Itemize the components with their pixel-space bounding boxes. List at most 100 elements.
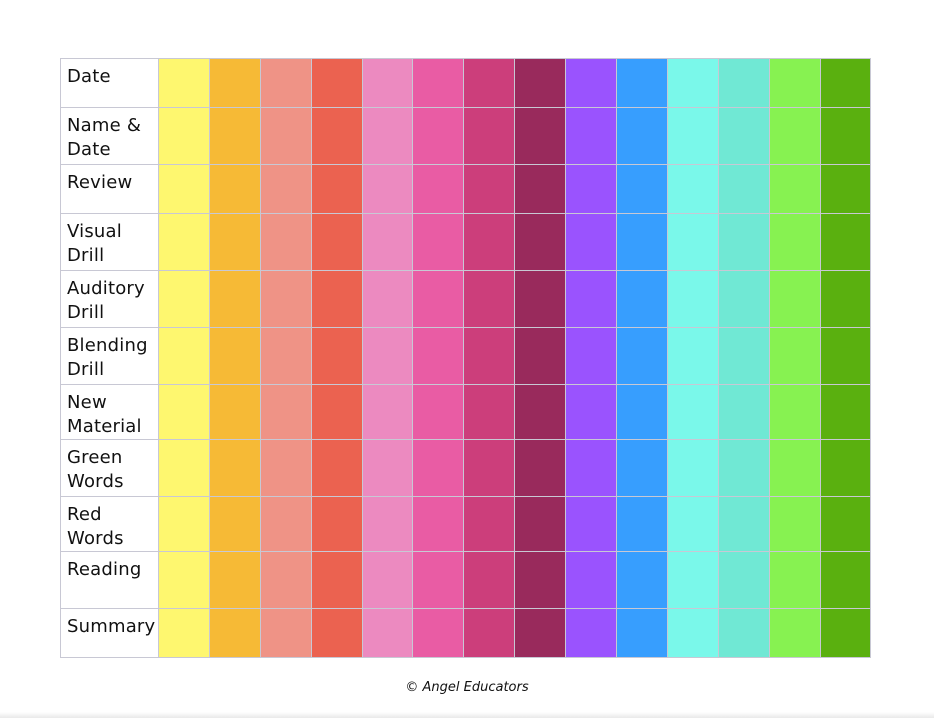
color-cell[interactable]	[717, 107, 770, 165]
color-cell[interactable]	[717, 439, 770, 497]
color-cell[interactable]	[819, 107, 872, 165]
color-cell[interactable]	[361, 384, 414, 440]
color-cell[interactable]	[768, 551, 821, 609]
color-cell[interactable]	[768, 439, 821, 497]
color-cell[interactable]	[514, 551, 567, 609]
color-cell[interactable]	[158, 496, 210, 552]
color-cell[interactable]	[259, 496, 312, 552]
color-cell[interactable]	[565, 608, 618, 658]
color-cell[interactable]	[208, 270, 261, 328]
color-cell[interactable]	[361, 107, 414, 165]
color-cell[interactable]	[514, 164, 567, 214]
color-cell[interactable]	[819, 608, 872, 658]
color-cell[interactable]	[158, 270, 210, 328]
color-cell[interactable]	[310, 439, 363, 497]
color-cell[interactable]	[616, 164, 668, 214]
color-cell[interactable]	[259, 551, 312, 609]
color-cell[interactable]	[208, 58, 261, 108]
color-cell[interactable]	[361, 608, 414, 658]
color-cell[interactable]	[208, 384, 261, 440]
color-cell[interactable]	[565, 164, 618, 214]
color-cell[interactable]	[666, 496, 719, 552]
color-cell[interactable]	[259, 384, 312, 440]
color-cell[interactable]	[514, 608, 567, 658]
color-cell[interactable]	[412, 270, 465, 328]
color-cell[interactable]	[310, 58, 363, 108]
color-cell[interactable]	[565, 551, 618, 609]
color-cell[interactable]	[514, 439, 567, 497]
color-cell[interactable]	[565, 213, 618, 271]
color-cell[interactable]	[616, 384, 668, 440]
color-cell[interactable]	[565, 270, 618, 328]
color-cell[interactable]	[463, 213, 516, 271]
color-cell[interactable]	[158, 58, 210, 108]
color-cell[interactable]	[666, 270, 719, 328]
color-cell[interactable]	[666, 551, 719, 609]
color-cell[interactable]	[819, 213, 872, 271]
color-cell[interactable]	[412, 384, 465, 440]
color-cell[interactable]	[310, 164, 363, 214]
color-cell[interactable]	[768, 107, 821, 165]
color-cell[interactable]	[361, 58, 414, 108]
color-cell[interactable]	[616, 270, 668, 328]
color-cell[interactable]	[361, 551, 414, 609]
color-cell[interactable]	[768, 608, 821, 658]
color-cell[interactable]	[717, 327, 770, 385]
color-cell[interactable]	[412, 608, 465, 658]
color-cell[interactable]	[412, 164, 465, 214]
color-cell[interactable]	[666, 164, 719, 214]
color-cell[interactable]	[158, 327, 210, 385]
color-cell[interactable]	[158, 164, 210, 214]
color-cell[interactable]	[310, 608, 363, 658]
color-cell[interactable]	[259, 270, 312, 328]
color-cell[interactable]	[158, 608, 210, 658]
color-cell[interactable]	[666, 213, 719, 271]
color-cell[interactable]	[361, 270, 414, 328]
color-cell[interactable]	[208, 439, 261, 497]
color-cell[interactable]	[463, 327, 516, 385]
color-cell[interactable]	[310, 496, 363, 552]
color-cell[interactable]	[412, 496, 465, 552]
color-cell[interactable]	[412, 58, 465, 108]
color-cell[interactable]	[717, 384, 770, 440]
color-cell[interactable]	[158, 439, 210, 497]
color-cell[interactable]	[666, 384, 719, 440]
color-cell[interactable]	[819, 551, 872, 609]
color-cell[interactable]	[514, 327, 567, 385]
color-cell[interactable]	[208, 608, 261, 658]
color-cell[interactable]	[666, 107, 719, 165]
color-cell[interactable]	[208, 551, 261, 609]
color-cell[interactable]	[310, 213, 363, 271]
color-cell[interactable]	[158, 213, 210, 271]
color-cell[interactable]	[666, 327, 719, 385]
color-cell[interactable]	[616, 107, 668, 165]
color-cell[interactable]	[463, 107, 516, 165]
color-cell[interactable]	[412, 213, 465, 271]
color-cell[interactable]	[819, 270, 872, 328]
color-cell[interactable]	[565, 107, 618, 165]
color-cell[interactable]	[616, 496, 668, 552]
color-cell[interactable]	[310, 384, 363, 440]
color-cell[interactable]	[463, 58, 516, 108]
color-cell[interactable]	[310, 551, 363, 609]
color-cell[interactable]	[259, 439, 312, 497]
color-cell[interactable]	[259, 107, 312, 165]
color-cell[interactable]	[208, 213, 261, 271]
color-cell[interactable]	[158, 107, 210, 165]
color-cell[interactable]	[514, 58, 567, 108]
color-cell[interactable]	[565, 327, 618, 385]
color-cell[interactable]	[463, 270, 516, 328]
color-cell[interactable]	[717, 164, 770, 214]
color-cell[interactable]	[514, 107, 567, 165]
color-cell[interactable]	[361, 164, 414, 214]
color-cell[interactable]	[717, 608, 770, 658]
color-cell[interactable]	[208, 164, 261, 214]
color-cell[interactable]	[616, 608, 668, 658]
color-cell[interactable]	[819, 496, 872, 552]
color-cell[interactable]	[819, 58, 872, 108]
color-cell[interactable]	[259, 58, 312, 108]
color-cell[interactable]	[463, 551, 516, 609]
color-cell[interactable]	[717, 270, 770, 328]
color-cell[interactable]	[412, 107, 465, 165]
color-cell[interactable]	[259, 327, 312, 385]
